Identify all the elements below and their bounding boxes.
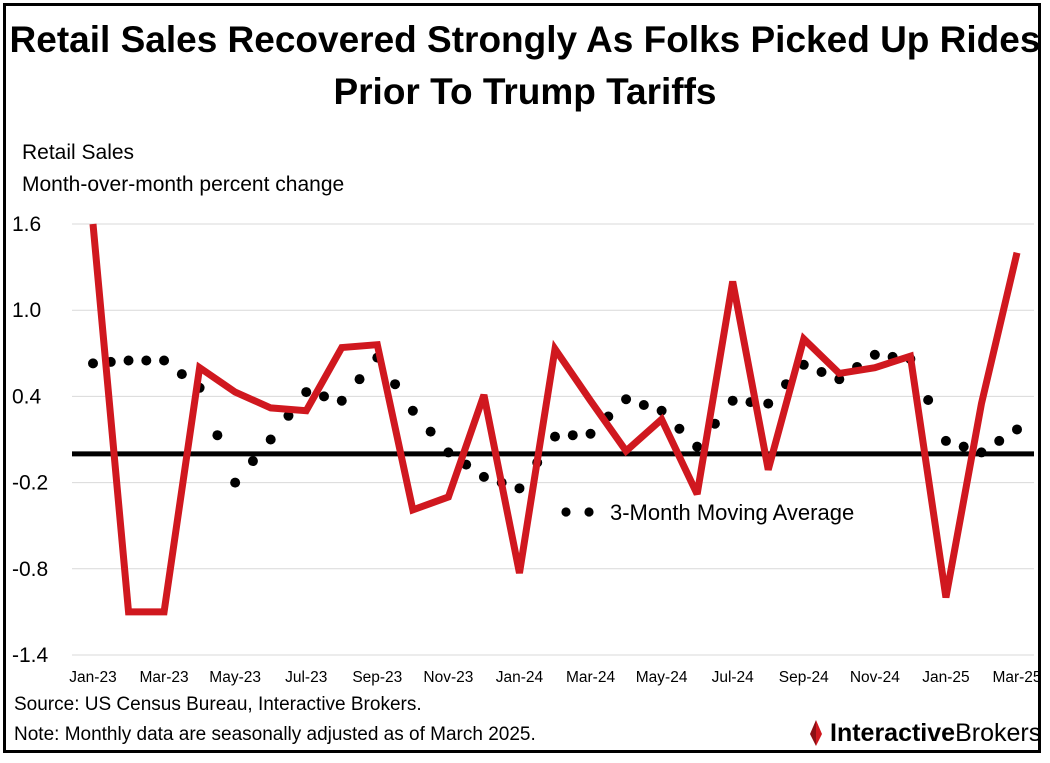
ma-point xyxy=(265,434,276,445)
source-note: Source: US Census Bureau, Interactive Br… xyxy=(14,694,422,715)
ma-point xyxy=(230,477,241,488)
legend-marker-dot-2 xyxy=(584,507,594,517)
y-tick-label: 1.6 xyxy=(12,213,41,236)
logo-word-1: Interactive xyxy=(830,719,956,747)
x-tick-label: Jan-25 xyxy=(922,669,969,686)
ma-point xyxy=(621,394,632,405)
y-tick-label: 0.4 xyxy=(12,385,42,408)
ma-point xyxy=(585,428,596,439)
ma-point xyxy=(869,349,880,360)
ma-point xyxy=(514,483,525,494)
ma-dot xyxy=(638,400,649,411)
ma-point xyxy=(727,395,738,406)
ma-point xyxy=(88,358,98,369)
footnote: Note: Monthly data are seasonally adjust… xyxy=(14,724,536,745)
y-tick-label: 1.0 xyxy=(12,299,41,322)
x-tick-label: Jan-23 xyxy=(69,669,116,686)
ma-dot xyxy=(923,394,934,405)
ma-dot xyxy=(567,430,578,441)
x-tick-label: Sep-23 xyxy=(352,669,402,686)
y-tick-label: -0.8 xyxy=(12,558,48,581)
ma-point xyxy=(1012,424,1022,435)
gridlines xyxy=(72,223,1034,656)
ma-point xyxy=(834,374,845,385)
chart-title-text: Retail Sales Recovered Strongly As Folks… xyxy=(9,19,1041,112)
x-tick-label: Nov-23 xyxy=(423,669,473,686)
ma-point xyxy=(159,355,170,366)
legend: 3-Month Moving Average xyxy=(561,500,854,525)
x-tick-label: Mar-24 xyxy=(566,669,615,686)
logo-word-2: Brokers xyxy=(955,719,1042,747)
x-tick-label: Mar-23 xyxy=(140,669,189,686)
ma-dot xyxy=(425,426,436,437)
logo-wordmark: InteractiveBrokers xyxy=(830,718,1041,748)
ma-point xyxy=(976,447,987,458)
ma-point xyxy=(763,398,774,409)
y-axis-label-line2: Month-over-month percent change xyxy=(22,173,345,196)
y-axis-label-line1: Retail Sales xyxy=(22,141,135,164)
ma-dot xyxy=(390,379,401,390)
ma-dot xyxy=(212,430,223,441)
ma-dot xyxy=(816,366,827,377)
ma-dot xyxy=(176,369,187,380)
x-tick-label: Jul-24 xyxy=(712,669,755,686)
ma-point xyxy=(798,359,809,370)
ma-point xyxy=(123,355,134,366)
ma-dot xyxy=(354,374,365,385)
legend-label-ma: 3-Month Moving Average xyxy=(610,500,854,525)
legend-marker-dot-1 xyxy=(561,507,571,517)
x-tick-label: Jul-23 xyxy=(285,669,327,686)
x-tick-label: Jan-24 xyxy=(496,669,544,686)
x-tick-labels: Jan-23 Mar-23 May-23 Jul-23 Sep-23 Nov-23 Jan-… xyxy=(69,669,1041,686)
ma-point xyxy=(478,471,489,482)
x-tick-label: Sep-24 xyxy=(779,669,829,686)
ma-dot xyxy=(958,441,969,452)
series-layer xyxy=(88,223,1022,616)
x-tick-label: Nov-24 xyxy=(850,669,900,686)
ma-point xyxy=(301,387,312,398)
x-tick-label: May-23 xyxy=(209,669,261,686)
ma-point xyxy=(407,405,418,416)
ma-dot xyxy=(247,456,258,467)
y-tick-label: -1.4 xyxy=(12,644,49,667)
ma-point xyxy=(443,447,454,458)
ma-point xyxy=(336,395,347,406)
ma-point xyxy=(656,405,667,416)
ma-dot xyxy=(283,410,294,421)
retail-sales-line xyxy=(89,223,1021,616)
ma-point xyxy=(940,435,951,446)
ma-dot xyxy=(674,423,685,434)
x-tick-label: Mar-25 xyxy=(992,669,1041,686)
interactive-brokers-logo: InteractiveBrokers xyxy=(802,718,1041,748)
ma-dot xyxy=(319,391,329,402)
ma-dot xyxy=(994,435,1005,446)
ma-dot xyxy=(141,355,152,366)
y-tick-labels: 1.6 1.0 0.4 -0.2 -0.8 -1.4 xyxy=(12,213,49,667)
y-tick-label: -0.2 xyxy=(12,472,48,495)
chart-title: Retail Sales Recovered Strongly As Folks… xyxy=(0,14,1050,118)
x-tick-label: May-24 xyxy=(636,669,688,686)
ma-point xyxy=(550,431,560,442)
ib-logo-icon xyxy=(810,720,822,746)
chart-frame xyxy=(3,3,1041,753)
ma-point xyxy=(692,441,703,452)
